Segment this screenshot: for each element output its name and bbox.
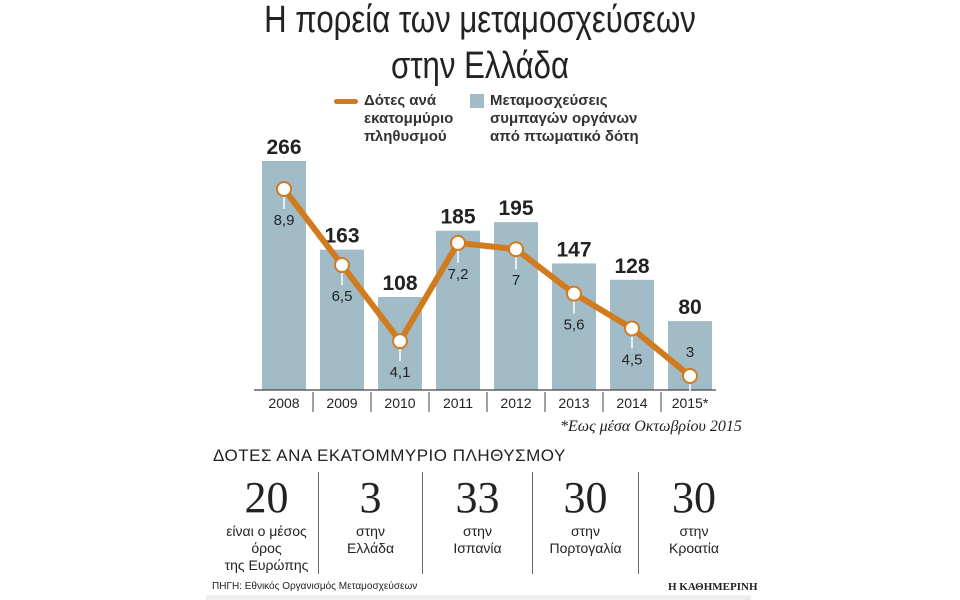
- line-label: 3: [686, 344, 694, 361]
- line-point: [682, 368, 698, 384]
- line-point: [624, 320, 640, 337]
- bar-label: 108: [382, 272, 417, 295]
- stat-text: Κροατία: [669, 540, 719, 556]
- line-point: [450, 234, 466, 251]
- bar-label: 266: [266, 136, 301, 159]
- stat-value: 30: [672, 473, 716, 522]
- stat-greece: 3 στην Ελλάδα: [319, 472, 423, 574]
- stat-text: όρος: [251, 540, 282, 556]
- stat-text: στην: [463, 523, 492, 539]
- stat-text: Ισπανία: [453, 540, 502, 556]
- bar-label: 147: [556, 238, 591, 261]
- line-label: 7,2: [448, 266, 469, 283]
- line-label: 7: [512, 272, 520, 289]
- bar-label: 128: [614, 255, 649, 278]
- x-tick-label: 2010: [384, 395, 415, 411]
- line-point: [566, 285, 582, 302]
- legend-text: από πτωματικό δότη: [490, 128, 639, 145]
- x-tick-label: 2012: [500, 395, 531, 411]
- legend-bar-label: Μεταμοσχεύσεις συμπαγών οργάνων από πτωματ…: [490, 92, 639, 146]
- stat-value: 3: [359, 473, 382, 522]
- line-label: 5,6: [564, 317, 585, 334]
- chart: 266 2008 163 2009 108 2010 185 2011 195 2012 147 20…: [254, 136, 716, 412]
- chart-title: Η πορεία των μεταμοσχεύσεων στην Ελλάδα: [86, 0, 873, 89]
- stat-value: 30: [563, 473, 608, 522]
- bar-label: 80: [678, 296, 701, 319]
- stat-text: στην: [679, 523, 709, 539]
- legend-line-label: Δότες ανά εκατομμύριο πληθυσμού: [364, 92, 453, 146]
- legend-text: συμπαγών οργάνων: [490, 110, 638, 127]
- series-line: [281, 187, 692, 379]
- legend-bar-swatch: [470, 94, 484, 108]
- stat-text: της Ευρώπης: [224, 557, 309, 573]
- line-label: 8,9: [274, 212, 295, 229]
- legend-text: εκατομμύριο: [364, 110, 454, 127]
- legend-text: Δότες ανά: [364, 92, 437, 109]
- chart-note: *Εως μέσα Οκτωβρίου 2015: [560, 418, 742, 435]
- stat-text: Πορτογαλία: [549, 540, 622, 556]
- stat-spain: 33 στην Ισπανία: [423, 472, 533, 574]
- x-tick-label: 2015*: [672, 395, 709, 411]
- logo: Η ΚΑΘΗΜΕΡΙΝΗ: [668, 581, 758, 593]
- stat-text: στην: [356, 523, 385, 539]
- footer-bar: [206, 595, 751, 600]
- x-tick-label: 2013: [558, 395, 589, 411]
- stat-text: Ελλάδα: [346, 540, 395, 556]
- line-point: [392, 333, 408, 350]
- x-tick-label: 2009: [326, 395, 357, 411]
- stat-text: στην: [571, 523, 600, 539]
- bar-label: 163: [324, 225, 359, 248]
- line-point: [334, 257, 350, 274]
- legend-line-swatch: [334, 99, 358, 104]
- stat-croatia: 30 στην Κροατία: [639, 472, 749, 574]
- stats-row: 20 είναι ο μέσος όρος της Ευρώπης 3 στην Ελλά…: [215, 472, 749, 574]
- x-tick-label: 2014: [616, 395, 647, 411]
- bar-label: 185: [440, 206, 475, 229]
- stat-europe: 20 είναι ο μέσος όρος της Ευρώπης: [215, 472, 319, 574]
- line-point: [508, 241, 524, 258]
- x-tick-label: 2008: [268, 395, 299, 411]
- stat-value: 20: [244, 473, 289, 522]
- stat-value: 33: [455, 473, 500, 522]
- stat-text: είναι ο μέσος: [226, 523, 307, 539]
- title-line: στην Ελλάδα: [391, 45, 569, 87]
- bar-label: 195: [498, 197, 533, 220]
- line-label: 6,5: [332, 288, 353, 305]
- legend-text: Μεταμοσχεύσεις: [490, 92, 608, 109]
- source: ΠΗΓΗ: Εθνικός Οργανισμός Μεταμοσχεύσεων: [212, 581, 418, 592]
- stat-portugal: 30 στην Πορτογαλία: [533, 472, 639, 574]
- line-label: 4,1: [390, 364, 411, 381]
- legend-text: πληθυσμού: [364, 128, 447, 145]
- x-tick-label: 2011: [443, 395, 473, 411]
- title-line: Η πορεία των μεταμοσχεύσεων: [264, 0, 696, 41]
- subtitle: ΔΟΤΕΣ ΑΝΑ ΕΚΑΤΟΜΜΥΡΙΟ ΠΛΗΘΥΣΜΟΥ: [213, 446, 566, 465]
- line-point: [276, 180, 292, 197]
- line-label: 4,5: [622, 351, 643, 368]
